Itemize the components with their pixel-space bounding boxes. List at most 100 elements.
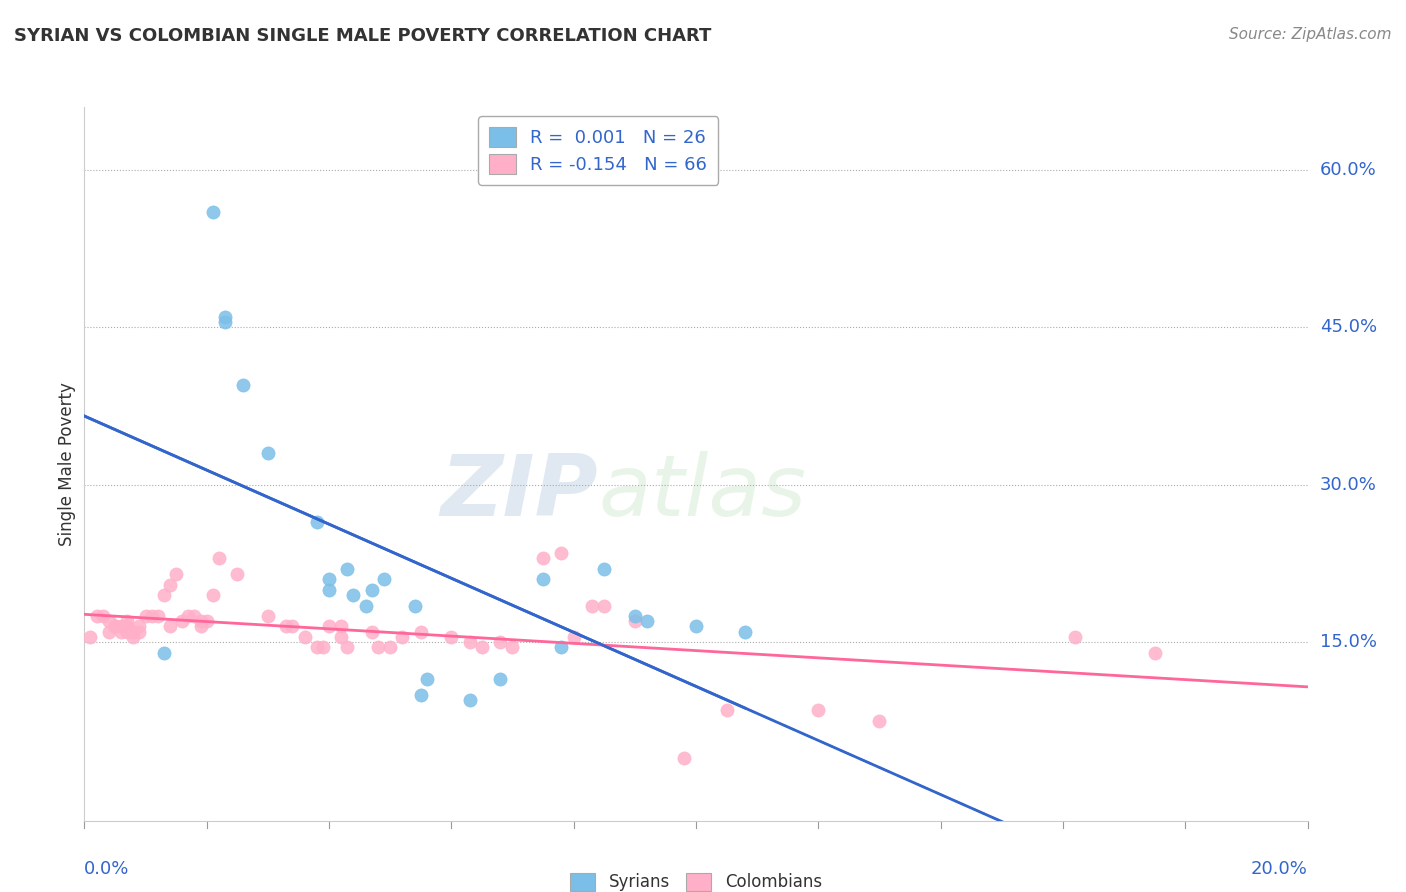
Point	[672, 750, 695, 764]
Point	[86, 609, 108, 624]
Point	[342, 588, 364, 602]
Point	[276, 619, 298, 633]
Point	[208, 551, 231, 566]
Point	[550, 640, 572, 655]
Point	[624, 614, 647, 628]
Point	[685, 619, 707, 633]
Point	[416, 672, 439, 686]
Point	[624, 609, 647, 624]
Point	[104, 619, 127, 633]
Point	[409, 624, 432, 639]
Point	[97, 624, 120, 639]
Point	[471, 640, 494, 655]
Point	[489, 635, 512, 649]
Text: atlas: atlas	[598, 450, 806, 534]
Point	[91, 609, 114, 624]
Point	[550, 546, 572, 560]
Text: Source: ZipAtlas.com: Source: ZipAtlas.com	[1229, 27, 1392, 42]
Point	[104, 619, 127, 633]
Point	[440, 630, 463, 644]
Text: 15.0%: 15.0%	[1320, 633, 1376, 651]
Point	[172, 614, 194, 628]
Point	[336, 640, 359, 655]
Text: 0.0%: 0.0%	[84, 860, 129, 878]
Point	[281, 619, 304, 633]
Point	[115, 614, 138, 628]
Point	[636, 614, 658, 628]
Point	[312, 640, 335, 655]
Point	[305, 515, 328, 529]
Point	[122, 624, 145, 639]
Point	[373, 572, 395, 586]
Point	[226, 567, 249, 582]
Point	[214, 315, 236, 329]
Point	[115, 619, 138, 633]
Point	[716, 703, 738, 717]
Point	[1064, 630, 1087, 644]
Point	[380, 640, 402, 655]
Point	[195, 614, 218, 628]
Point	[581, 599, 603, 613]
Point	[330, 630, 353, 644]
Point	[257, 446, 280, 460]
Point	[404, 599, 426, 613]
Point	[190, 614, 212, 628]
Text: ZIP: ZIP	[440, 450, 598, 534]
Point	[318, 572, 340, 586]
Point	[135, 609, 157, 624]
Point	[165, 567, 187, 582]
Text: 30.0%: 30.0%	[1320, 475, 1376, 494]
Point	[190, 619, 212, 633]
Point	[115, 624, 138, 639]
Point	[458, 635, 481, 649]
Text: 60.0%: 60.0%	[1320, 161, 1376, 179]
Point	[128, 624, 150, 639]
Point	[201, 588, 224, 602]
Point	[104, 619, 127, 633]
Point	[232, 378, 254, 392]
Point	[531, 572, 554, 586]
Point	[159, 619, 181, 633]
Point	[367, 640, 389, 655]
Point	[869, 714, 891, 728]
Point	[146, 609, 169, 624]
Legend: Syrians, Colombians: Syrians, Colombians	[564, 866, 828, 892]
Point	[115, 619, 138, 633]
Point	[79, 630, 101, 644]
Point	[360, 582, 382, 597]
Point	[593, 599, 616, 613]
Point	[360, 624, 382, 639]
Point	[409, 688, 432, 702]
Point	[734, 624, 756, 639]
Point	[354, 599, 377, 613]
Point	[489, 672, 512, 686]
Text: 20.0%: 20.0%	[1251, 860, 1308, 878]
Point	[1143, 646, 1166, 660]
Text: 45.0%: 45.0%	[1320, 318, 1376, 336]
Text: SYRIAN VS COLOMBIAN SINGLE MALE POVERTY CORRELATION CHART: SYRIAN VS COLOMBIAN SINGLE MALE POVERTY …	[14, 27, 711, 45]
Point	[807, 703, 830, 717]
Point	[110, 624, 132, 639]
Point	[562, 630, 585, 644]
Point	[318, 619, 340, 633]
Point	[294, 630, 316, 644]
Point	[305, 640, 328, 655]
Point	[177, 609, 200, 624]
Point	[141, 609, 163, 624]
Point	[214, 310, 236, 324]
Point	[257, 609, 280, 624]
Point	[458, 693, 481, 707]
Point	[153, 646, 176, 660]
Point	[122, 630, 145, 644]
Point	[128, 619, 150, 633]
Point	[183, 609, 205, 624]
Point	[159, 577, 181, 591]
Point	[330, 619, 353, 633]
Point	[97, 614, 120, 628]
Point	[201, 205, 224, 219]
Point	[318, 582, 340, 597]
Point	[391, 630, 413, 644]
Y-axis label: Single Male Poverty: Single Male Poverty	[58, 382, 76, 546]
Point	[110, 619, 132, 633]
Point	[531, 551, 554, 566]
